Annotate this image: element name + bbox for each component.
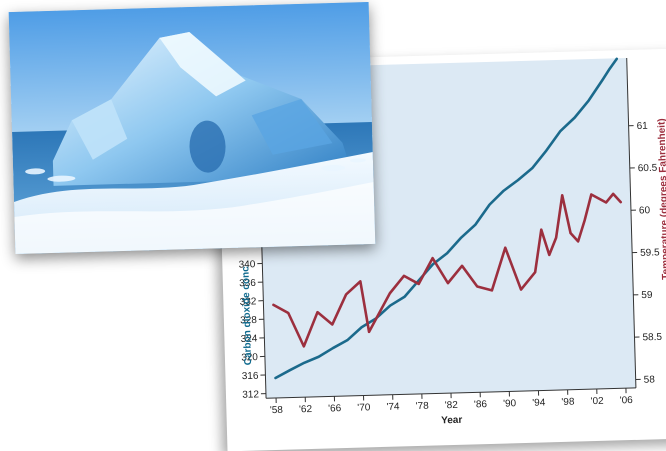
left-tick-label: 316: [242, 371, 259, 382]
x-tick-label: '90: [503, 398, 517, 409]
x-tick-label: '58: [270, 405, 284, 416]
x-tick-label: '62: [299, 404, 313, 415]
x-tick-label: '02: [590, 396, 604, 407]
x-tick-label: '06: [620, 395, 634, 406]
x-tick-label: '70: [357, 402, 371, 413]
right-tick-label: 60: [639, 205, 651, 216]
left-tick-label: 312: [242, 389, 259, 400]
x-tick-label: '94: [532, 397, 546, 408]
x-tick-label: '86: [474, 399, 488, 410]
x-tick-label: '74: [386, 402, 400, 413]
right-tick-label: 58: [644, 374, 656, 385]
x-tick-label: '82: [445, 400, 459, 411]
right-tick-label: 61: [636, 121, 648, 132]
x-tick-label: '66: [328, 403, 342, 414]
x-axis-title: Year: [441, 415, 463, 427]
x-tick-label: '98: [561, 397, 575, 408]
right-tick-label: 60.5: [638, 163, 658, 175]
iceberg-illustration: [9, 2, 376, 254]
iceberg-photo: [9, 2, 376, 254]
x-tick-label: '78: [416, 401, 430, 412]
right-tick-label: 58.5: [642, 332, 662, 344]
right-tick-label: 59: [641, 290, 653, 301]
right-tick-label: 59.5: [640, 247, 660, 259]
